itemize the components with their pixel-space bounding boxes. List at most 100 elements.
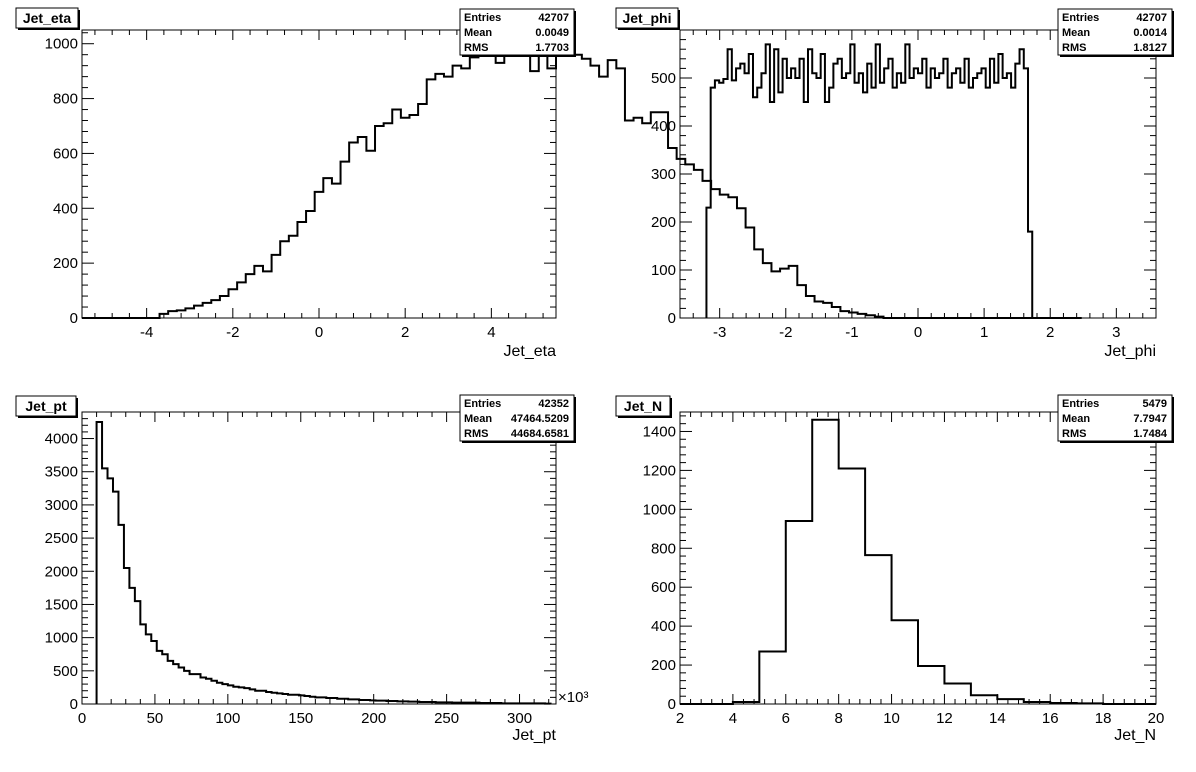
stats-label-rms: RMS — [1062, 428, 1086, 440]
x-tick-label: 50 — [147, 710, 164, 727]
histogram-line — [705, 43, 1034, 318]
stats-value-mean: 47464.5209 — [511, 413, 569, 425]
x-axis-label: Jet_eta — [504, 343, 557, 360]
stats-value-rms: 1.7703 — [535, 42, 569, 54]
y-tick-label: 400 — [651, 618, 676, 635]
y-tick-label: 200 — [651, 214, 676, 231]
chart-title: Jet_N — [624, 398, 662, 414]
x-tick-label: 10 — [883, 710, 900, 727]
y-tick-label: 1200 — [643, 462, 676, 479]
y-tick-label: 1000 — [643, 501, 676, 518]
y-tick-label: 600 — [53, 145, 78, 162]
x-tick-label: 3 — [1112, 324, 1120, 341]
stats-value-entries: 42352 — [538, 398, 569, 410]
x-tick-label: 250 — [434, 710, 459, 727]
x-tick-label: -3 — [713, 324, 726, 341]
stats-value-entries: 42707 — [1136, 12, 1167, 24]
stats-value-rms: 44684.6581 — [511, 428, 569, 440]
y-tick-label: 1400 — [643, 423, 676, 440]
y-tick-label: 200 — [651, 657, 676, 674]
y-tick-label: 1000 — [45, 36, 78, 53]
x-tick-label: 18 — [1095, 710, 1112, 727]
stats-label-rms: RMS — [464, 42, 488, 54]
x-axis-multiplier: ×10³ — [558, 689, 588, 706]
x-tick-label: 16 — [1042, 710, 1059, 727]
y-tick-label: 1500 — [45, 596, 78, 613]
pad-jet-pt: 0 50 100 150 200 250 3000500100015002000250030… — [15, 394, 588, 744]
y-tick-label: 2500 — [45, 530, 78, 547]
y-tick-label: 500 — [53, 663, 78, 680]
stats-label-entries: Entries — [464, 398, 501, 410]
stats-value-mean: 7.7947 — [1133, 413, 1167, 425]
title-box — [15, 395, 77, 417]
x-tick-label: 6 — [782, 710, 790, 727]
y-tick-label: 400 — [53, 200, 78, 217]
x-tick-label: -2 — [779, 324, 792, 341]
stats-label-entries: Entries — [464, 12, 501, 24]
stats-label-rms: RMS — [1062, 42, 1086, 54]
y-tick-label: 0 — [668, 696, 676, 713]
x-tick-label: -2 — [226, 324, 239, 341]
y-tick-label: 0 — [668, 310, 676, 327]
x-tick-label: 0 — [78, 710, 86, 727]
stats-box — [1057, 394, 1173, 442]
y-tick-label: 2000 — [45, 563, 78, 580]
y-tick-label: 3500 — [45, 464, 78, 481]
stats-value-rms: 1.7484 — [1133, 428, 1168, 440]
stats-value-rms: 1.8127 — [1133, 42, 1167, 54]
x-axis-label: Jet_N — [1114, 727, 1156, 744]
x-tick-label: 12 — [936, 710, 953, 727]
x-axis-label: Jet_pt — [512, 727, 556, 744]
stats-label-mean: Mean — [1062, 413, 1090, 425]
stats-box — [459, 394, 575, 442]
y-tick-label: 1000 — [45, 630, 78, 647]
x-axis-label: Jet_phi — [1104, 343, 1156, 360]
plot-frame — [81, 411, 557, 705]
x-tick-label: 1 — [980, 324, 988, 341]
y-tick-label: 400 — [651, 118, 676, 135]
y-tick-label: 800 — [651, 540, 676, 557]
chart-title: Jet_eta — [23, 10, 71, 26]
y-tick-label: 0 — [70, 310, 78, 327]
x-tick-label: 100 — [215, 710, 240, 727]
x-tick-label: 300 — [507, 710, 532, 727]
stats-label-mean: Mean — [464, 413, 492, 425]
title-box — [615, 7, 679, 29]
chart-title: Jet_phi — [622, 10, 671, 26]
plot-frame — [81, 29, 557, 319]
x-tick-label: 0 — [914, 324, 922, 341]
x-tick-label: 150 — [288, 710, 313, 727]
x-tick-label: 2 — [676, 710, 684, 727]
stats-label-mean: Mean — [464, 27, 492, 39]
stats-label-mean: Mean — [1062, 27, 1090, 39]
stats-value-mean: 0.0049 — [535, 27, 569, 39]
x-tick-label: 8 — [834, 710, 842, 727]
y-tick-label: 3000 — [45, 497, 78, 514]
stats-box — [459, 8, 575, 56]
x-tick-label: 200 — [361, 710, 386, 727]
y-tick-label: 0 — [70, 696, 78, 713]
y-tick-label: 300 — [651, 166, 676, 183]
histogram-line — [680, 418, 1156, 705]
stats-value-entries: 42707 — [538, 12, 569, 24]
title-box — [15, 7, 79, 29]
stats-label-entries: Entries — [1062, 398, 1099, 410]
x-tick-label: -4 — [140, 324, 153, 341]
stats-label-entries: Entries — [1062, 12, 1099, 24]
pad-jet-n: 2 4 6 8 10 12 14 16 18 20020040060080010001200140… — [615, 394, 1174, 744]
y-tick-label: 500 — [651, 70, 676, 87]
x-tick-label: 4 — [729, 710, 737, 727]
x-tick-label: 14 — [989, 710, 1006, 727]
stats-label-rms: RMS — [464, 428, 488, 440]
x-tick-label: -1 — [845, 324, 858, 341]
y-tick-label: 600 — [651, 579, 676, 596]
stats-box — [1057, 8, 1173, 56]
x-tick-label: 4 — [487, 324, 495, 341]
histogram-line — [82, 42, 1082, 319]
title-box — [615, 395, 671, 417]
y-tick-label: 200 — [53, 255, 78, 272]
stats-value-entries: 5479 — [1143, 398, 1167, 410]
pad-jet-phi: -3 -2 -1 0 1 2 3 0 100 200 300 400 500 Jet_phi Jet_phi… — [615, 7, 1174, 360]
